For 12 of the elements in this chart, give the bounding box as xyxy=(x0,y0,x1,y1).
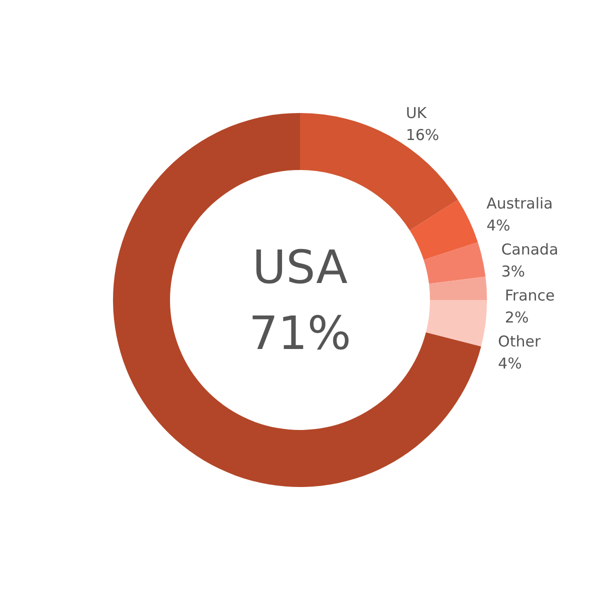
data-label: 4% xyxy=(486,216,510,234)
data-label: 16% xyxy=(406,126,440,144)
slice-label: Canada xyxy=(501,240,558,258)
data-label: 3% xyxy=(501,262,525,280)
data-label: 71% xyxy=(248,306,352,360)
slice-label: Other xyxy=(498,332,542,350)
slice-label: USA xyxy=(252,240,348,294)
data-label: 2% xyxy=(504,308,529,326)
data-label: 4% xyxy=(498,354,522,372)
slice-label: France xyxy=(504,286,555,304)
slice-label: UK xyxy=(406,104,428,122)
slice-label: Australia xyxy=(486,194,553,212)
